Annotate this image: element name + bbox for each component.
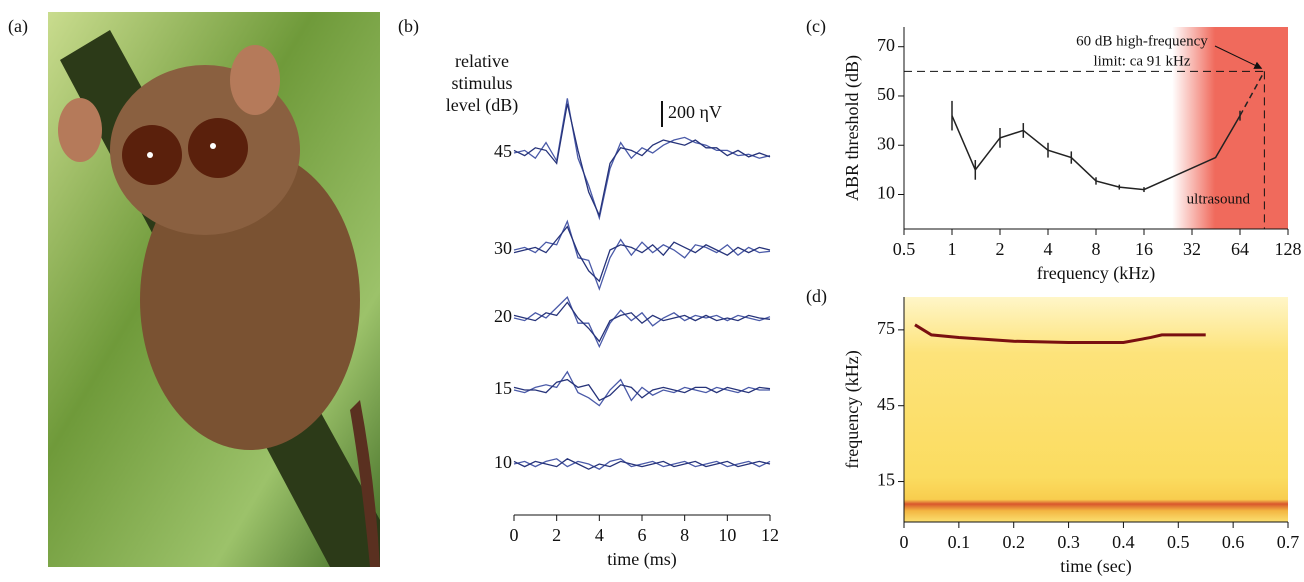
y-tick-label: 70: [877, 35, 895, 55]
trace: [513, 301, 771, 343]
x-tick-label: 128: [1275, 239, 1302, 259]
spectrogram: [904, 297, 1288, 522]
annotation-arrow: [1214, 45, 1263, 69]
x-tick-label: 0.7: [1277, 532, 1300, 552]
trace: [513, 378, 771, 402]
x-tick-label: 6: [638, 525, 647, 545]
trace-heading: relative stimulus level (dB): [445, 51, 519, 115]
trace: [513, 219, 771, 291]
level-label: 45: [494, 141, 512, 161]
x-axis-label: frequency (kHz): [1037, 263, 1155, 284]
x-tick-label: 0.5: [1167, 532, 1190, 552]
x-axis-label: time (sec): [1060, 556, 1131, 577]
photo: [48, 12, 380, 567]
level-label: 20: [494, 306, 512, 326]
ultrasound-region: [1172, 27, 1288, 229]
y-tick-label: 45: [877, 394, 895, 414]
x-tick-label: 0: [900, 532, 909, 552]
y-axis-label: frequency (kHz): [842, 350, 863, 468]
x-tick-label: 2: [996, 239, 1005, 259]
x-tick-label: 0: [510, 525, 519, 545]
annotation: limit: ca 91 kHz: [1093, 53, 1190, 69]
panel-label: (d): [806, 286, 827, 307]
x-tick-label: 1: [948, 239, 957, 259]
call-contour: [914, 323, 1206, 345]
trace: [513, 458, 771, 470]
x-tick-label: 32: [1183, 239, 1201, 259]
x-tick-label: 0.3: [1057, 532, 1080, 552]
y-tick-label: 10: [877, 183, 895, 203]
y-tick-label: 30: [877, 133, 895, 153]
x-tick-label: 16: [1135, 239, 1153, 259]
annotation: 60 dB high-frequency: [1076, 33, 1208, 49]
panel-label: (a): [8, 16, 28, 37]
y-tick-label: 50: [877, 84, 895, 104]
level-label: 10: [494, 452, 512, 472]
trace: [513, 103, 771, 218]
trace: [513, 458, 771, 470]
x-tick-label: 8: [680, 525, 689, 545]
x-tick-label: 0.1: [948, 532, 971, 552]
x-tick-label: 0.6: [1222, 532, 1245, 552]
x-axis-label: time (ms): [607, 549, 677, 570]
x-tick-label: 12: [761, 525, 779, 545]
trace: [513, 225, 771, 283]
x-tick-label: 4: [595, 525, 604, 545]
y-axis-label: ABR threshold (dB): [842, 55, 863, 201]
x-tick-label: 10: [718, 525, 736, 545]
region-label: ultrasound: [1187, 191, 1251, 207]
x-tick-label: 0.5: [893, 239, 916, 259]
x-tick-label: 8: [1092, 239, 1101, 259]
y-tick-label: 75: [877, 318, 895, 338]
panel-label: (b): [398, 16, 419, 37]
y-tick-label: 15: [877, 470, 895, 490]
x-tick-label: 64: [1231, 239, 1249, 259]
scale-bar-label: 200 ηV: [668, 102, 722, 122]
x-tick-label: 0.4: [1112, 532, 1135, 552]
trace: [513, 370, 770, 407]
x-tick-label: 2: [552, 525, 561, 545]
level-label: 30: [494, 238, 512, 258]
panel-label: (c): [806, 16, 826, 37]
trace: [513, 296, 771, 349]
extrapolation: [1239, 70, 1266, 117]
x-tick-label: 4: [1044, 239, 1053, 259]
level-label: 15: [494, 378, 512, 398]
x-tick-label: 0.2: [1002, 532, 1025, 552]
